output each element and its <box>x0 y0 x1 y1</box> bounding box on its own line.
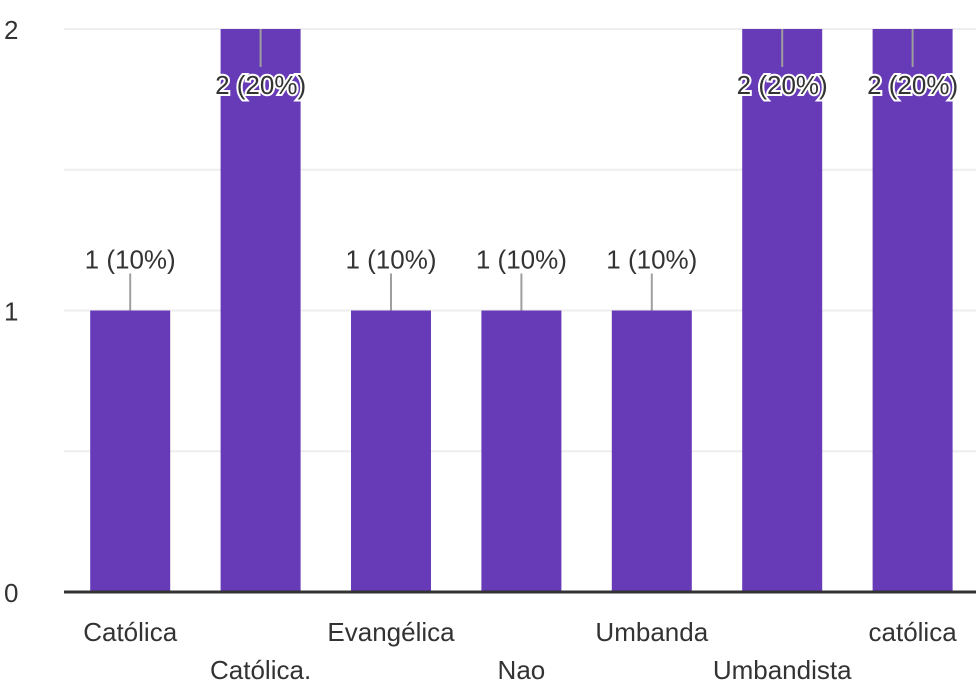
data-label: 2 (20%) <box>867 70 958 100</box>
data-label: 1 (10%) <box>345 245 436 275</box>
y-tick-label: 1 <box>4 297 18 327</box>
data-label: 2 (20%) <box>215 70 306 100</box>
x-tick-label: Evangélica <box>327 617 455 647</box>
bars <box>90 29 953 592</box>
axes: 0 1 2 Católica Católica. Evangélica Nao Umbanda… <box>4 15 976 685</box>
bar <box>351 310 431 592</box>
bar <box>742 29 823 592</box>
bar <box>481 310 562 592</box>
bar <box>220 29 301 592</box>
x-tick-label: Católica <box>83 617 177 647</box>
y-tick-label: 2 <box>4 15 18 45</box>
bar <box>872 29 953 592</box>
data-label: 2 (20%) <box>737 70 828 100</box>
bar <box>611 310 692 592</box>
data-labels: 1 (10%) 2 (20%) 1 (10%) 1 (10%) 1 (10%) 2 (20… <box>85 29 960 311</box>
data-label: 1 (10%) <box>476 245 567 275</box>
data-label: 1 (10%) <box>606 245 697 275</box>
y-tick-label: 0 <box>4 578 18 608</box>
data-label: 1 (10%) <box>85 245 176 275</box>
x-tick-label: Umbandista <box>713 655 852 685</box>
x-tick-label: Católica. <box>210 655 311 685</box>
bar <box>90 310 171 592</box>
x-tick-label: Umbanda <box>595 617 708 647</box>
x-tick-label: Nao <box>498 655 546 685</box>
x-tick-label: católica <box>869 617 958 647</box>
